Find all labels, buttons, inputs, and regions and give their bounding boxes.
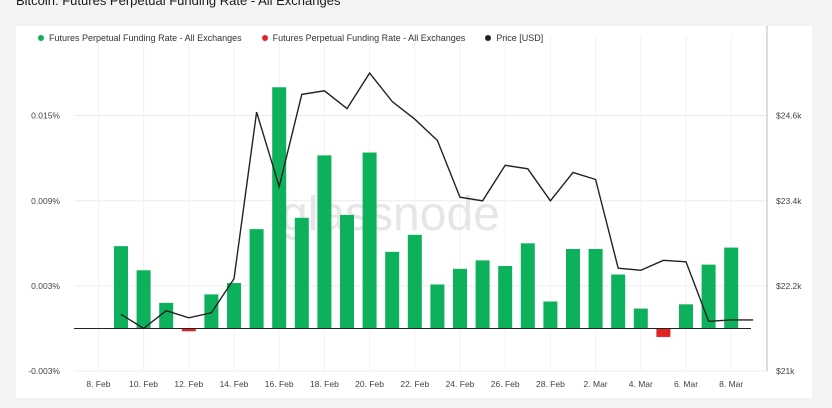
x-tick-label: 28. Feb (536, 379, 565, 389)
funding-rate-bar (114, 246, 128, 329)
right-axis-ticks: $24.6k $23.4k $22.2k $21k (776, 111, 802, 376)
x-tick-label: 20. Feb (355, 379, 384, 389)
funding-rate-bar (475, 260, 490, 329)
legend-label: Futures Perpetual Funding Rate - All Exc… (49, 33, 242, 43)
funding-rate-bar (249, 229, 264, 329)
x-tick-label: 8. Feb (86, 379, 110, 389)
funding-rate-bar (679, 304, 693, 329)
page-title: Bitcoin: Futures Perpetual Funding Rate … (16, 0, 341, 8)
funding-rate-bar (272, 87, 287, 329)
funding-rate-bar (566, 249, 580, 329)
funding-rate-bar (724, 247, 739, 329)
left-tick-label: -0.003% (28, 366, 60, 376)
funding-rate-bar (294, 217, 309, 329)
x-tick-label: 22. Feb (400, 379, 429, 389)
funding-rate-bar (543, 301, 558, 329)
funding-rate-bar (136, 270, 151, 329)
funding-rate-bar (453, 268, 467, 329)
funding-rate-bar (430, 284, 445, 329)
funding-rate-bars (114, 87, 739, 337)
legend-dot-red (261, 35, 268, 41)
funding-rate-bar (181, 328, 196, 332)
funding-rate-bar (227, 283, 241, 329)
right-tick-label: $21k (776, 366, 795, 376)
funding-rate-bar (520, 243, 535, 329)
funding-rate-bar (633, 308, 648, 329)
watermark: glassnode (281, 188, 500, 241)
x-tick-label: 4. Mar (629, 379, 653, 389)
x-tick-label: 24. Feb (446, 379, 475, 389)
right-tick-label: $22.2k (776, 281, 802, 291)
funding-rate-bar (498, 266, 513, 329)
left-tick-label: 0.009% (31, 196, 60, 206)
x-tick-label: 6. Mar (674, 379, 698, 389)
legend-item-funding-negative[interactable]: Futures Perpetual Funding Rate - All Exc… (261, 33, 466, 43)
left-tick-label: 0.015% (31, 111, 60, 121)
legend-item-price[interactable]: Price [USD] (485, 33, 543, 43)
funding-rate-bar (407, 234, 422, 329)
x-tick-label: 10. Feb (129, 379, 158, 389)
left-axis-ticks: 0.015% 0.009% 0.003% -0.003% (28, 111, 60, 376)
x-tick-label: 26. Feb (491, 379, 520, 389)
funding-rate-bar (204, 294, 219, 329)
x-axis-ticks: 8. Feb 10. Feb 12. Feb 14. Feb 16. Feb 18. Fe… (86, 379, 743, 389)
funding-rate-bar (362, 152, 377, 329)
funding-rate-bar (588, 249, 603, 329)
x-tick-label: 8. Mar (719, 379, 743, 389)
chart-card: glassnode 0.015% 0.009% 0.003% -0.003% $24.… (16, 26, 812, 398)
right-tick-label: $24.6k (776, 111, 802, 121)
legend-dot-green (38, 35, 44, 41)
funding-rate-bar (159, 302, 174, 329)
legend-dot-black (485, 35, 492, 41)
legend-label: Price [USD] (496, 33, 544, 43)
funding-rate-bar (385, 251, 400, 329)
right-tick-label: $23.4k (776, 196, 802, 206)
funding-rate-bar (611, 274, 626, 329)
funding-rate-bar (317, 155, 332, 329)
legend-item-funding-positive[interactable]: Futures Perpetual Funding Rate - All Exc… (38, 33, 242, 43)
x-tick-label: 2. Mar (584, 379, 608, 389)
funding-rate-bar (701, 264, 716, 329)
legend: Futures Perpetual Funding Rate - All Exc… (38, 33, 543, 43)
x-tick-label: 14. Feb (220, 379, 249, 389)
x-tick-label: 18. Feb (310, 379, 339, 389)
funding-rate-bar (340, 214, 354, 329)
left-tick-label: 0.003% (31, 281, 60, 291)
price-line (120, 71, 754, 330)
legend-label: Futures Perpetual Funding Rate - All Exc… (272, 33, 466, 43)
x-tick-label: 12. Feb (174, 379, 203, 389)
chart: glassnode 0.015% 0.009% 0.003% -0.003% $24.… (28, 26, 802, 389)
x-tick-label: 16. Feb (265, 379, 294, 389)
funding-rate-bar (656, 328, 671, 337)
